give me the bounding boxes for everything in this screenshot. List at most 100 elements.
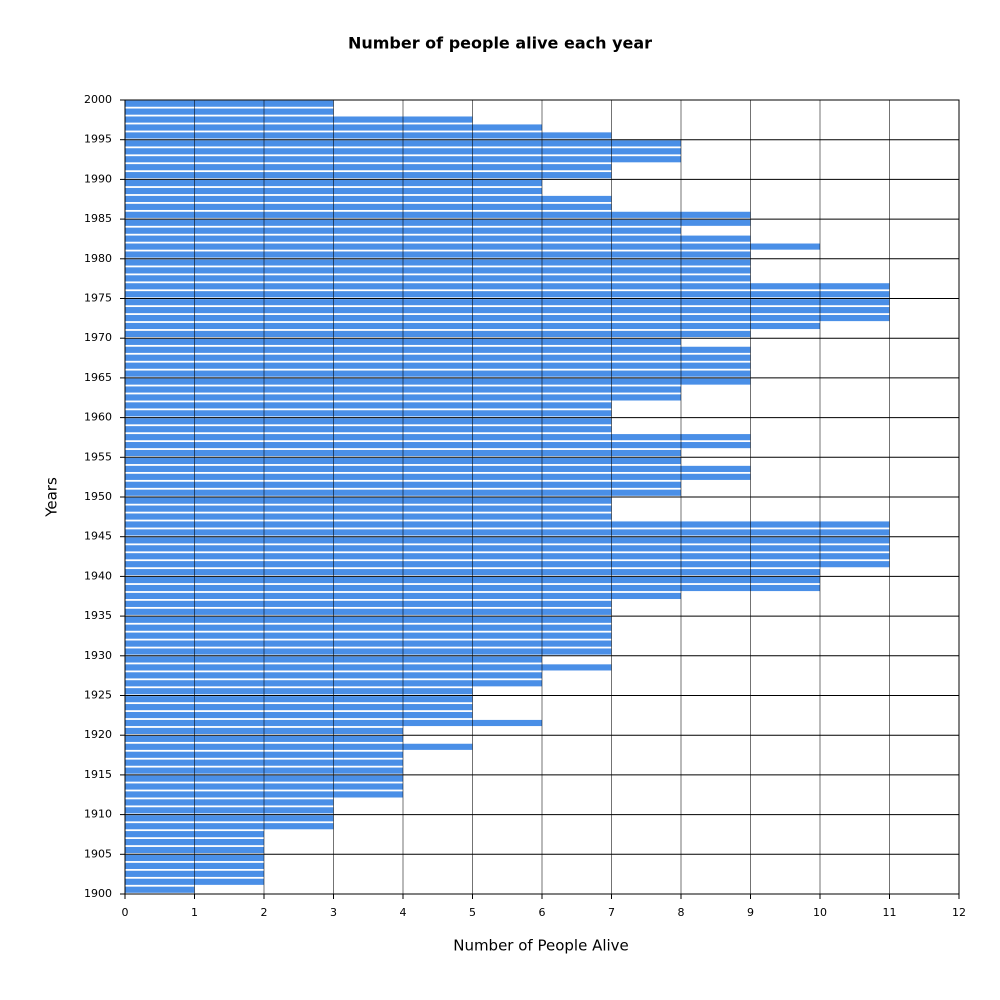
y-tick-label: 1915 <box>84 768 112 781</box>
bar <box>125 362 751 369</box>
bar <box>125 132 612 139</box>
bar <box>125 704 473 711</box>
bar <box>125 561 890 568</box>
x-tick-label: 1 <box>191 906 198 919</box>
bar <box>125 378 751 385</box>
x-tick-label: 12 <box>952 906 966 919</box>
y-tick-label: 1980 <box>84 252 112 265</box>
y-tick-label: 1940 <box>84 569 112 582</box>
bar <box>125 616 612 623</box>
bar <box>125 640 612 647</box>
y-tick-label: 1920 <box>84 728 112 741</box>
y-tick-label: 1945 <box>84 530 112 543</box>
bar <box>125 807 334 814</box>
x-tick-label: 2 <box>261 906 268 919</box>
bar <box>125 275 751 282</box>
bar <box>125 211 751 218</box>
bar <box>125 465 751 472</box>
bar <box>125 195 612 203</box>
y-tick-label: 1965 <box>84 371 112 384</box>
bar <box>125 624 612 631</box>
bar <box>125 219 751 226</box>
y-tick-label: 1935 <box>84 609 112 622</box>
bar <box>125 815 334 822</box>
x-tick-label: 10 <box>813 906 827 919</box>
bar <box>125 116 473 123</box>
bar <box>125 497 612 504</box>
x-tick-label: 11 <box>883 906 897 919</box>
bar <box>125 537 890 544</box>
bar <box>125 648 612 655</box>
bar <box>125 545 890 552</box>
bar <box>125 688 473 695</box>
y-tick-label: 1905 <box>84 847 112 860</box>
bar <box>125 600 612 607</box>
y-axis-title: Years <box>43 477 61 518</box>
bar <box>125 410 612 417</box>
chart-title: Number of people alive each year <box>348 34 652 53</box>
bar <box>125 521 890 528</box>
y-tick-label: 1950 <box>84 490 112 503</box>
bar <box>125 299 890 306</box>
bar <box>125 473 751 480</box>
bar <box>125 172 612 179</box>
bar <box>125 251 751 258</box>
bar <box>125 346 751 353</box>
bar <box>125 203 612 210</box>
y-tick-label: 1960 <box>84 411 112 424</box>
bar <box>125 108 334 115</box>
bar <box>125 711 473 719</box>
bar <box>125 314 890 322</box>
bar <box>125 259 751 266</box>
bar <box>125 426 612 433</box>
x-axis-title: Number of People Alive <box>453 937 629 955</box>
bar <box>125 354 751 361</box>
bar <box>125 235 751 242</box>
x-tick-label: 6 <box>539 906 546 919</box>
bar <box>125 664 612 671</box>
y-tick-label: 1910 <box>84 808 112 821</box>
bar <box>125 291 890 298</box>
bar <box>125 529 890 536</box>
bar <box>125 418 612 425</box>
bar <box>125 632 612 639</box>
x-tick-label: 9 <box>747 906 754 919</box>
x-tick-label: 4 <box>400 906 407 919</box>
y-tick-label: 1925 <box>84 689 112 702</box>
y-tick-label: 1955 <box>84 450 112 463</box>
bar <box>125 402 612 409</box>
x-tick-label: 7 <box>608 906 615 919</box>
bar <box>125 608 612 615</box>
y-tick-label: 1900 <box>84 887 112 900</box>
bar <box>125 434 751 441</box>
y-tick-label: 1985 <box>84 212 112 225</box>
bar <box>125 283 890 290</box>
y-tick-label: 1975 <box>84 292 112 305</box>
x-tick-label: 0 <box>122 906 129 919</box>
bar <box>125 886 195 893</box>
bar <box>125 799 334 806</box>
bar <box>125 100 334 107</box>
bar <box>125 743 473 750</box>
bar <box>125 442 751 449</box>
bar <box>125 505 612 512</box>
bar <box>125 267 751 274</box>
y-tick-label: 1970 <box>84 331 112 344</box>
bar <box>125 696 473 703</box>
x-tick-label: 3 <box>330 906 337 919</box>
bar <box>125 513 612 520</box>
bar <box>125 164 612 171</box>
x-tick-label: 5 <box>469 906 476 919</box>
plot-border <box>124 99 960 895</box>
bar <box>125 307 890 314</box>
bar <box>125 330 751 337</box>
bar <box>125 370 751 377</box>
x-tick-label: 8 <box>678 906 685 919</box>
bar <box>125 823 334 830</box>
y-tick-label: 1930 <box>84 649 112 662</box>
y-tick-label: 1990 <box>84 172 112 185</box>
bar <box>125 553 890 560</box>
y-tick-label: 2000 <box>84 93 112 106</box>
